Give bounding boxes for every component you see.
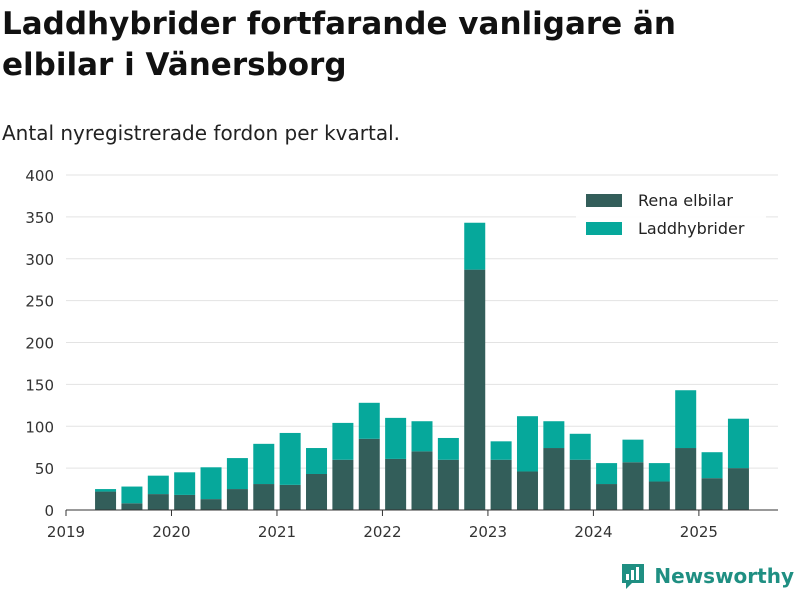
legend-swatch [586,194,622,207]
bar-laddhybrider [543,421,565,449]
bar-laddhybrider [411,421,433,452]
bar-rena-elbilar [622,462,644,510]
bar-laddhybrider [596,463,618,485]
x-tick-label: 2025 [680,523,718,541]
bar-laddhybrider [332,422,354,460]
bar-laddhybrider [174,472,196,495]
stacked-bar-chart: 0 50 100 150 200 250 300 350 400 2019 2020 2021 2022… [25,167,778,541]
chart-title: Laddhybrider fortfarande vanligare än el… [2,6,676,83]
bar-rena-elbilar [95,491,117,510]
x-tick-label: 2019 [47,523,85,541]
bar-rena-elbilar [675,448,697,510]
bar-rena-elbilar [596,484,618,510]
bar-rena-elbilar [490,459,512,510]
bar-laddhybrider [385,417,407,459]
x-tick-label: 2023 [469,523,507,541]
bar-laddhybrider [306,448,328,474]
bar-rena-elbilar [147,494,169,510]
bar-laddhybrider [226,458,248,490]
bar-rena-elbilar [174,494,196,510]
bar-rena-elbilar [437,459,459,510]
bar-laddhybrider [437,437,459,460]
bar-rena-elbilar [253,484,275,510]
y-tick-label: 0 [44,502,54,520]
bar-laddhybrider [675,390,697,449]
brand-name: Newsworthy [654,564,794,588]
bar-laddhybrider [147,475,169,495]
bar-rena-elbilar [464,269,486,510]
newsworthy-logo-icon [622,564,645,589]
bar-rena-elbilar [121,503,143,510]
bar-laddhybrider [569,433,591,460]
chart-subtitle: Antal nyregistrerade fordon per kvartal. [2,121,401,145]
bar-rena-elbilar [200,499,222,510]
bar-laddhybrider [95,489,117,492]
bar-laddhybrider [490,441,512,460]
x-tick-label: 2020 [152,523,190,541]
bar-rena-elbilar [306,473,328,510]
legend-label: Rena elbilar [638,191,733,210]
bar-rena-elbilar [648,481,670,510]
bar-laddhybrider [701,452,723,479]
legend-swatch [586,222,622,235]
bar-rena-elbilar [569,459,591,510]
bar-rena-elbilar [727,468,749,510]
y-tick-label: 300 [25,251,54,269]
bar-laddhybrider [727,418,749,469]
bar-laddhybrider [121,486,143,504]
bar-rena-elbilar [516,471,538,510]
y-tick-label: 250 [25,293,54,311]
legend-label: Laddhybrider [638,219,745,238]
bar-rena-elbilar [701,478,723,510]
bar-rena-elbilar [332,459,354,510]
y-tick-label: 150 [25,376,54,394]
bar-laddhybrider [358,402,380,439]
bar-laddhybrider [516,416,538,472]
bar-rena-elbilar [358,438,380,510]
brand-logo: Newsworthy [620,562,794,590]
x-tick-label: 2022 [363,523,401,541]
bar-laddhybrider [200,467,222,500]
y-tick-label: 100 [25,418,54,436]
bar-laddhybrider [622,439,644,463]
y-tick-label: 50 [35,460,54,478]
bar-rena-elbilar [385,458,407,510]
bar-laddhybrider [279,432,301,485]
x-tick-label: 2024 [574,523,612,541]
bar-rena-elbilar [543,448,565,510]
bar-laddhybrider [253,443,275,485]
bar-rena-elbilar [411,451,433,510]
bar-rena-elbilar [226,489,248,510]
y-tick-label: 400 [25,167,54,185]
bar-laddhybrider [648,463,670,482]
y-tick-label: 200 [25,335,54,353]
bar-rena-elbilar [279,484,301,510]
x-tick-label: 2021 [258,523,296,541]
y-tick-label: 350 [25,209,54,227]
bar-laddhybrider [464,222,486,270]
